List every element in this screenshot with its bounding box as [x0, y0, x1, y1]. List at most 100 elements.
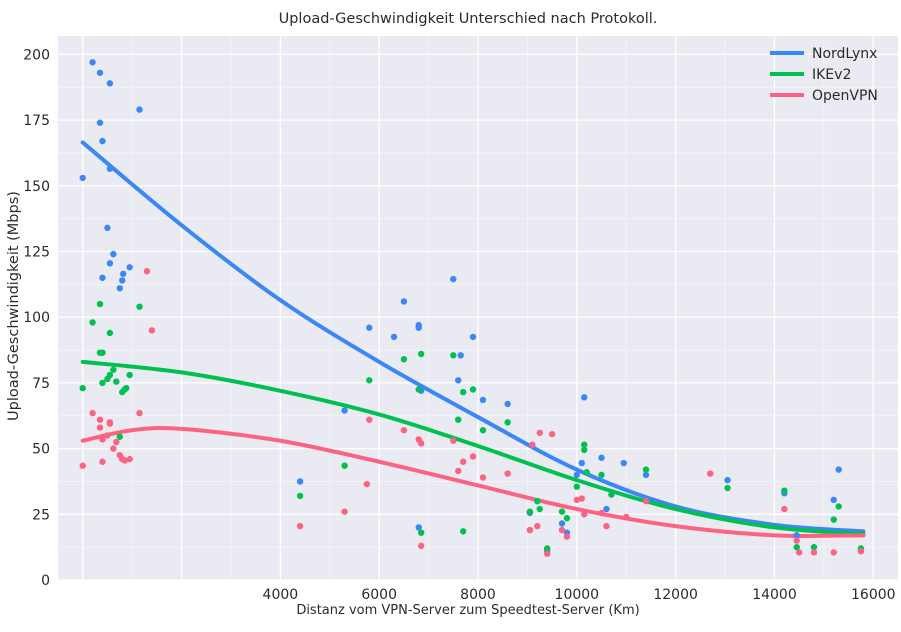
data-point-ikev2: [793, 543, 800, 551]
data-point-nordlynx: [96, 119, 104, 126]
data-point-nordlynx: [106, 165, 114, 172]
data-point-nordlynx: [603, 505, 610, 513]
y-tick-label: 75: [32, 376, 50, 392]
data-point-ikev2: [89, 319, 96, 326]
y-tick-label: 25: [32, 507, 50, 523]
data-point-ikev2: [534, 497, 541, 505]
data-points: [79, 59, 865, 557]
data-point-openvpn: [469, 453, 477, 460]
data-point-ikev2: [608, 491, 615, 498]
data-point-openvpn: [548, 430, 556, 438]
data-point-ikev2: [122, 384, 130, 392]
data-point-ikev2: [400, 356, 408, 363]
data-point-openvpn: [96, 424, 104, 431]
data-point-nordlynx: [96, 69, 104, 76]
data-point-ikev2: [526, 508, 534, 515]
data-point-ikev2: [459, 528, 467, 535]
data-point-openvpn: [341, 508, 348, 515]
data-point-ikev2: [459, 388, 467, 396]
grid-lines: [58, 36, 898, 581]
data-point-openvpn: [479, 474, 487, 481]
legend: NordLynx IKEv2 OpenVPN: [770, 46, 878, 104]
data-point-nordlynx: [479, 396, 487, 404]
data-point-openvpn: [113, 438, 120, 446]
data-point-openvpn: [89, 409, 96, 417]
y-tick-label: 175: [23, 113, 50, 129]
x-tick-label: 4000: [263, 587, 299, 603]
data-point-openvpn: [543, 550, 551, 557]
data-point-ikev2: [96, 300, 104, 308]
data-point-nordlynx: [136, 106, 143, 113]
data-point-openvpn: [99, 436, 106, 443]
data-point-openvpn: [417, 542, 425, 550]
data-point-ikev2: [536, 505, 543, 513]
data-point-ikev2: [113, 378, 120, 385]
data-point-ikev2: [573, 483, 581, 490]
data-point-openvpn: [366, 416, 373, 423]
data-point-openvpn: [830, 549, 837, 556]
data-point-nordlynx: [89, 59, 96, 66]
y-axis-label: Upload-Geschwindigkeit (Mbps): [6, 191, 22, 421]
data-point-openvpn: [126, 455, 133, 463]
data-point-openvpn: [581, 511, 588, 518]
data-point-ikev2: [642, 466, 650, 473]
data-point-nordlynx: [400, 298, 408, 305]
data-point-nordlynx: [104, 224, 111, 232]
data-point-openvpn: [136, 409, 143, 417]
chart-title: Upload-Geschwindigkeit Unterschied nach …: [279, 11, 658, 27]
data-point-openvpn: [450, 437, 457, 444]
data-point-openvpn: [99, 458, 106, 465]
data-point-openvpn: [148, 327, 156, 334]
x-tick-label: 12000: [653, 587, 698, 603]
data-point-openvpn: [536, 429, 543, 437]
data-point-openvpn: [558, 526, 566, 534]
legend-label: IKEv2: [812, 67, 851, 83]
y-tick-label: 200: [23, 47, 50, 63]
data-point-ikev2: [341, 462, 348, 469]
x-tick-label: 16000: [851, 587, 896, 603]
data-point-openvpn: [400, 427, 408, 434]
x-tick-label: 6000: [361, 587, 397, 603]
data-point-openvpn: [110, 445, 117, 452]
data-point-openvpn: [459, 458, 467, 465]
y-tick-label: 125: [23, 244, 50, 260]
legend-label: NordLynx: [812, 46, 877, 62]
data-point-openvpn: [529, 441, 536, 448]
data-point-openvpn: [603, 522, 610, 530]
data-point-ikev2: [583, 469, 590, 476]
data-point-ikev2: [455, 416, 462, 423]
data-point-ikev2: [417, 350, 425, 358]
data-point-openvpn: [578, 495, 585, 502]
data-point-ikev2: [417, 529, 425, 536]
data-point-ikev2: [810, 543, 818, 551]
data-point-ikev2: [504, 419, 511, 426]
data-point-ikev2: [415, 386, 422, 393]
data-point-ikev2: [110, 366, 117, 373]
data-point-nordlynx: [620, 459, 627, 467]
data-point-nordlynx: [99, 274, 106, 281]
data-point-openvpn: [795, 549, 803, 556]
data-point-nordlynx: [120, 270, 127, 278]
data-point-openvpn: [455, 467, 462, 475]
data-point-openvpn: [143, 268, 151, 275]
data-point-openvpn: [363, 480, 371, 488]
data-point-nordlynx: [450, 275, 457, 283]
data-point-nordlynx: [793, 532, 800, 539]
data-point-nordlynx: [578, 459, 585, 467]
data-point-ikev2: [581, 441, 588, 448]
data-point-nordlynx: [415, 324, 422, 331]
data-point-openvpn: [526, 526, 534, 534]
data-point-ikev2: [479, 427, 487, 434]
data-point-ikev2: [724, 484, 731, 492]
data-point-openvpn: [417, 440, 425, 447]
data-point-nordlynx: [99, 137, 106, 145]
x-tick-label: 10000: [555, 587, 600, 603]
x-tick-label: 14000: [752, 587, 797, 603]
data-point-openvpn: [504, 470, 511, 477]
data-point-ikev2: [99, 379, 106, 387]
data-point-nordlynx: [455, 377, 462, 384]
data-point-openvpn: [106, 420, 114, 427]
data-point-ikev2: [543, 545, 551, 552]
y-tick-label: 100: [23, 310, 50, 326]
data-point-ikev2: [563, 515, 571, 522]
